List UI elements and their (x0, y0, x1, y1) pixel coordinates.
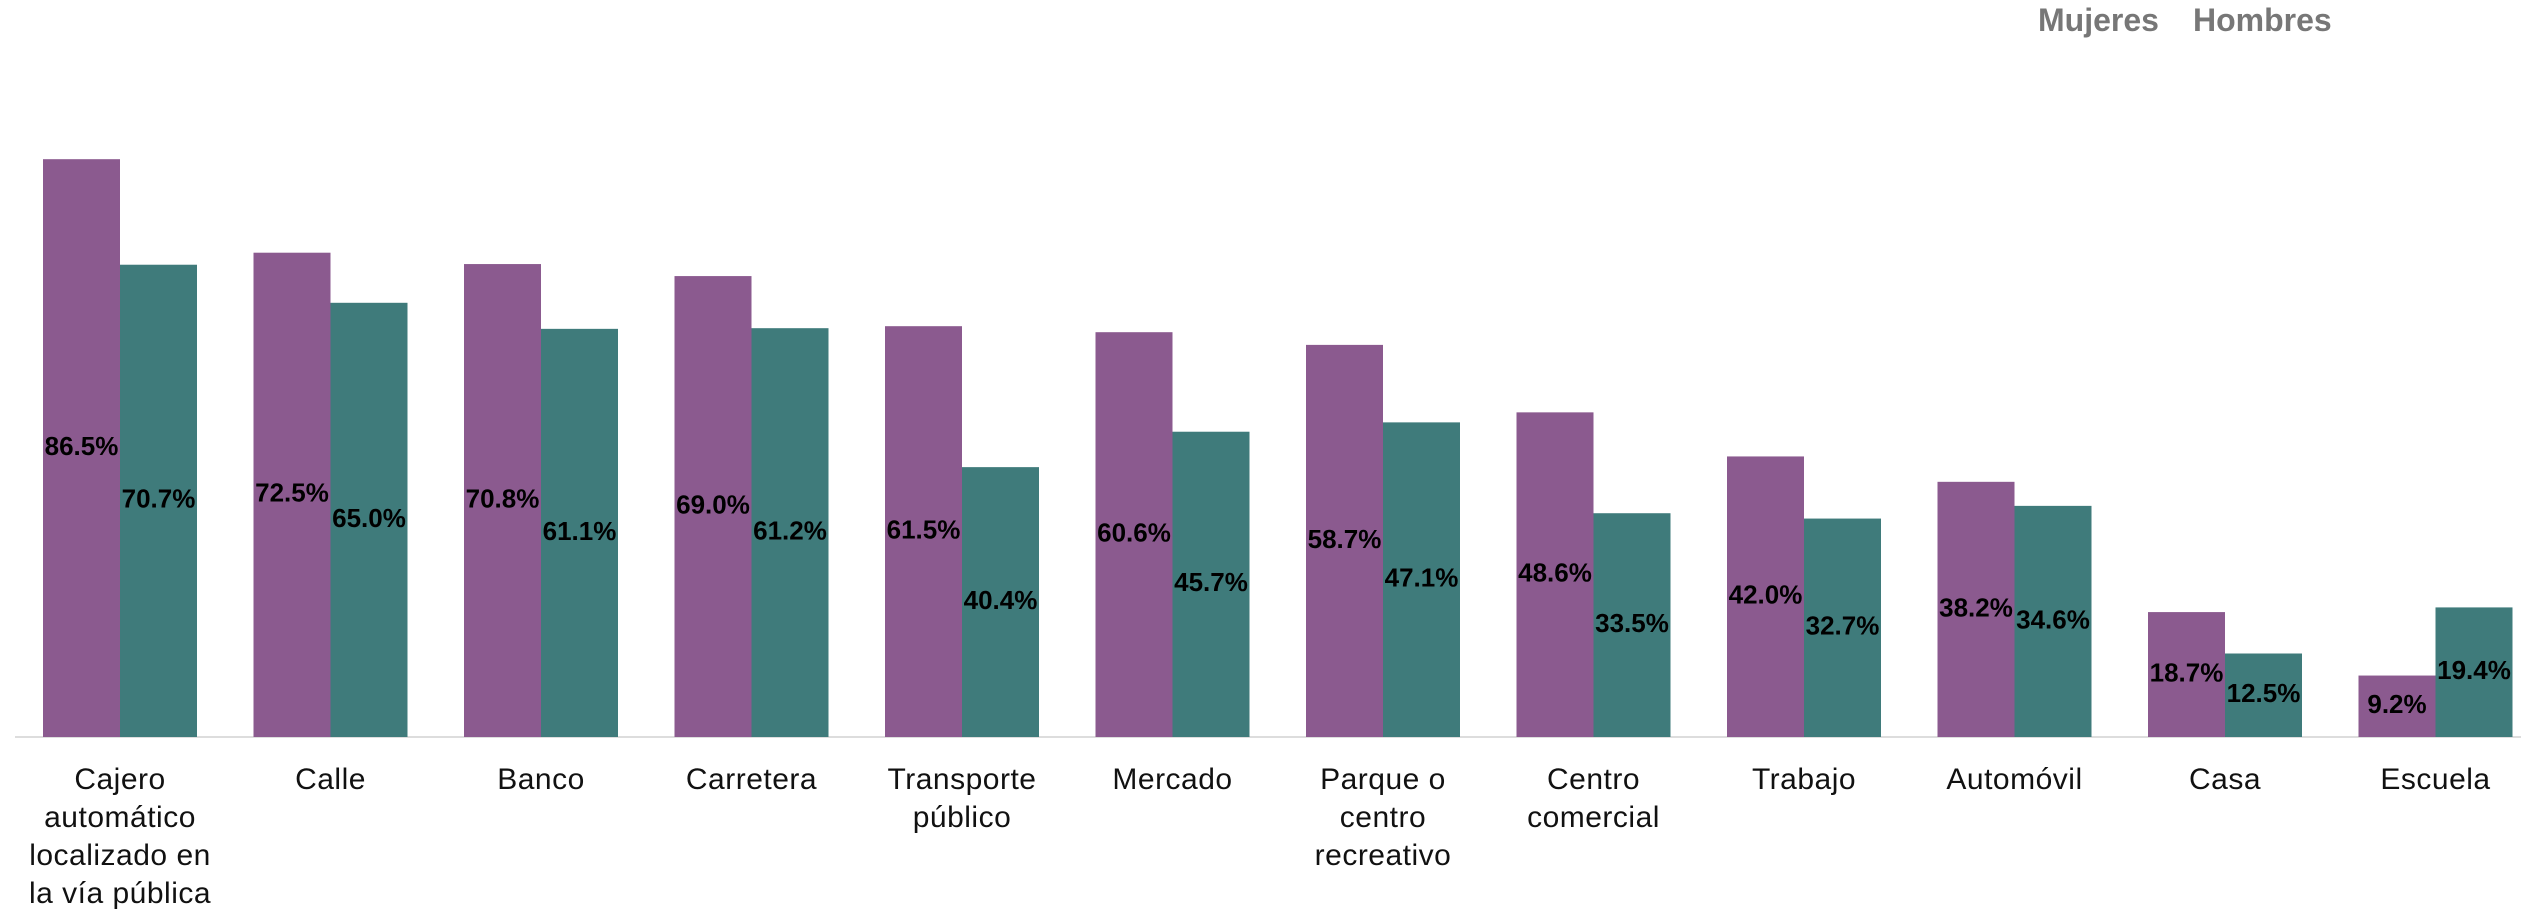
x-tick-label: Casa (2188, 763, 2262, 796)
value-label: 40.4% (964, 585, 1038, 615)
value-label: 70.7% (122, 484, 196, 514)
x-tick-label: Trabajo (1751, 763, 1857, 796)
bar (1804, 518, 1881, 737)
value-label: 61.1% (543, 516, 617, 546)
legend-label: Mujeres (2038, 2, 2159, 38)
bar (1095, 332, 1173, 737)
legend-label: Hombres (2193, 2, 2332, 38)
bar (751, 328, 829, 737)
value-label: 86.5% (45, 431, 119, 461)
value-label: 32.7% (1806, 611, 1880, 641)
x-tick-label: Cajero automático localizado en la vía p… (28, 763, 212, 910)
bar (674, 276, 752, 737)
value-label: 47.1% (1385, 563, 1459, 593)
x-tick-label: Mercado (1112, 763, 1233, 796)
value-label: 61.5% (887, 514, 961, 544)
x-tick-label: Centro comercial (1527, 763, 1660, 834)
bar (541, 328, 618, 737)
bar (1172, 431, 1250, 737)
bar (120, 264, 197, 737)
value-label: 58.7% (1308, 524, 1382, 554)
bar (1727, 456, 1804, 737)
value-label: 65.0% (332, 503, 406, 533)
value-label: 12.5% (2227, 678, 2301, 708)
bar (1383, 422, 1460, 737)
bar (1516, 412, 1594, 737)
bar (253, 252, 331, 737)
bar (330, 302, 408, 737)
value-label: 61.2% (753, 515, 827, 545)
bar (2225, 653, 2302, 737)
value-label: 38.2% (1939, 592, 2013, 622)
value-label: 9.2% (2367, 689, 2426, 719)
value-label: 42.0% (1729, 580, 1803, 610)
bar (1937, 481, 2015, 737)
x-tick-label: Automóvil (1946, 763, 2083, 796)
bar (962, 467, 1039, 737)
value-label: 70.8% (466, 483, 540, 513)
value-label: 45.7% (1174, 567, 1248, 597)
value-label: 72.5% (255, 478, 329, 508)
bar (464, 264, 541, 737)
x-tick-label: Banco (497, 763, 585, 796)
value-label: 60.6% (1097, 517, 1171, 547)
bar (2148, 612, 2225, 737)
bar (2358, 675, 2436, 737)
x-tick-label: Parque o centro recreativo (1314, 763, 1452, 872)
bar (43, 159, 120, 737)
bar (1593, 513, 1671, 737)
bar (2014, 505, 2092, 737)
x-tick-label: Carretera (685, 763, 818, 796)
bar (2435, 607, 2513, 737)
value-label: 34.6% (2016, 604, 2090, 634)
value-label: 18.7% (2150, 657, 2224, 687)
x-tick-label: Escuela (2380, 763, 2491, 796)
bar (885, 326, 962, 737)
value-label: 69.0% (676, 489, 750, 519)
value-label: 33.5% (1595, 608, 1669, 638)
value-label: 19.4% (2437, 655, 2511, 685)
x-tick-label: Transporte público (887, 763, 1037, 834)
x-tick-label: Calle (295, 763, 366, 796)
bar (1306, 344, 1383, 737)
value-label: 48.6% (1518, 558, 1592, 588)
